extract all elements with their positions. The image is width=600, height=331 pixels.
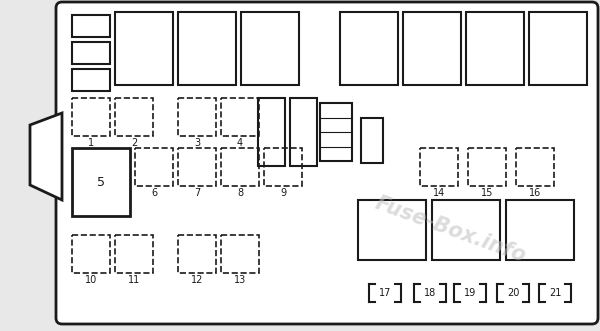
Text: 16: 16 [529,188,541,198]
Text: 7: 7 [194,188,200,198]
Bar [221,98,259,136]
Bar [529,12,587,85]
Bar [115,235,153,273]
Bar [468,148,506,186]
Bar [135,148,173,186]
Bar [221,235,259,273]
Bar [115,98,153,136]
Bar [506,200,574,260]
Text: 18: 18 [424,288,436,298]
Bar [72,69,110,91]
Text: 9: 9 [280,188,286,198]
Bar [72,15,110,37]
FancyBboxPatch shape [56,2,598,324]
Bar [72,42,110,64]
Text: 1: 1 [88,138,94,148]
Bar [358,200,426,260]
Text: 20: 20 [507,288,519,298]
Text: 8: 8 [237,188,243,198]
Text: 12: 12 [191,275,203,285]
Bar [178,12,236,85]
Text: 5: 5 [97,175,105,188]
Text: 4: 4 [237,138,243,148]
Bar [72,235,110,273]
Text: 19: 19 [464,288,476,298]
Bar [432,200,500,260]
Text: 17: 17 [379,288,391,298]
Bar [178,148,216,186]
Text: 3: 3 [194,138,200,148]
Bar [178,235,216,273]
Text: 14: 14 [433,188,445,198]
Bar [320,103,352,161]
Bar [115,12,173,85]
Text: Fuse-Box.info: Fuse-Box.info [371,193,529,267]
Bar [290,98,317,166]
Bar [420,148,458,186]
Bar [403,12,461,85]
Text: 6: 6 [151,188,157,198]
Text: 10: 10 [85,275,97,285]
Text: 21: 21 [549,288,561,298]
Text: 13: 13 [234,275,246,285]
Bar [466,12,524,85]
Bar [72,98,110,136]
Bar [72,148,130,216]
Text: 15: 15 [481,188,493,198]
Polygon shape [30,113,62,200]
Bar [516,148,554,186]
Bar [241,12,299,85]
Bar [361,118,383,163]
Text: 2: 2 [131,138,137,148]
Bar [264,148,302,186]
Bar [340,12,398,85]
Text: 11: 11 [128,275,140,285]
Bar [178,98,216,136]
Bar [221,148,259,186]
Bar [258,98,285,166]
